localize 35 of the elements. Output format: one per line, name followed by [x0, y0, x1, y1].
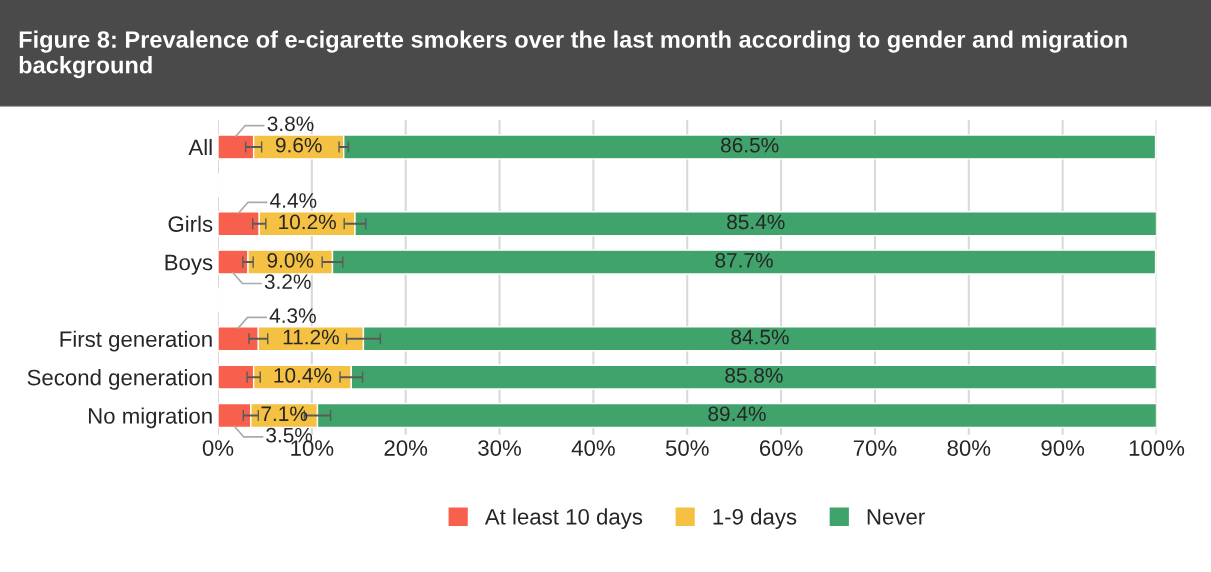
data-label: 85.8% [725, 368, 783, 383]
x-tick-label: 30% [478, 440, 521, 456]
y-tick-label: No migration [88, 407, 212, 429]
y-tick-label: First generation [60, 330, 212, 352]
x-tick-label: 100% [1129, 440, 1185, 456]
legend-label: At least 10 days [484, 508, 643, 530]
x-tick-label: 80% [947, 440, 991, 456]
data-label: 87.7% [715, 252, 773, 268]
data-label: 4.4% [270, 193, 317, 208]
x-tick-label: 90% [1041, 440, 1085, 456]
data-label: 3.2% [264, 274, 311, 290]
legend-label: Never [867, 509, 925, 525]
data-label: 10.4% [274, 368, 332, 383]
x-tick-label: 20% [384, 440, 428, 456]
y-tick-label: Girls [168, 215, 213, 232]
y-tick-label: Second generation [27, 369, 212, 390]
x-tick-label: 60% [759, 440, 803, 456]
x-tick-label: 50% [665, 440, 709, 456]
x-tick-label: 40% [571, 440, 615, 456]
data-label: 10.2% [279, 214, 336, 230]
data-label: 9.0% [267, 252, 314, 268]
data-label: 9.6% [275, 137, 322, 153]
x-tick-label: 70% [853, 440, 897, 456]
data-label: 3.8% [267, 116, 314, 132]
y-tick-label: All [188, 138, 212, 156]
data-label: 85.4% [727, 214, 785, 230]
data-label: 84.5% [731, 329, 789, 345]
data-label: 89.4% [708, 406, 766, 422]
data-label: 4.3% [269, 308, 316, 323]
x-tick-label: 0% [202, 440, 234, 456]
data-label: 11.2% [283, 329, 339, 345]
data-label: 86.5% [721, 137, 779, 153]
chart-title: Figure 8: Prevalence of e-cigarette smokers over the last month according to gender and migration background [19, 30, 1127, 79]
y-tick-label: Boys [165, 254, 213, 275]
legend-label: 1-9 days [713, 508, 797, 530]
